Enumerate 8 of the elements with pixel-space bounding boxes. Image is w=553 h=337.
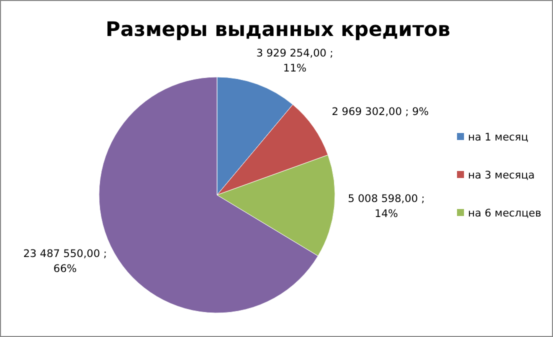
data-label: 3 929 254,00 ; 11% bbox=[256, 47, 334, 74]
data-label: 2 969 302,00 ; 9% bbox=[332, 106, 429, 118]
legend-label: на 3 месяца bbox=[468, 170, 535, 182]
legend-label: на 1 месяц bbox=[468, 132, 528, 144]
chart-title: Размеры выданных кредитов bbox=[106, 17, 450, 41]
data-label: 5 008 598,00 ; 14% bbox=[348, 192, 425, 220]
legend-label: на 6 меслцев bbox=[468, 208, 542, 220]
data-label: 23 487 550,00 ; 66% bbox=[23, 248, 107, 275]
